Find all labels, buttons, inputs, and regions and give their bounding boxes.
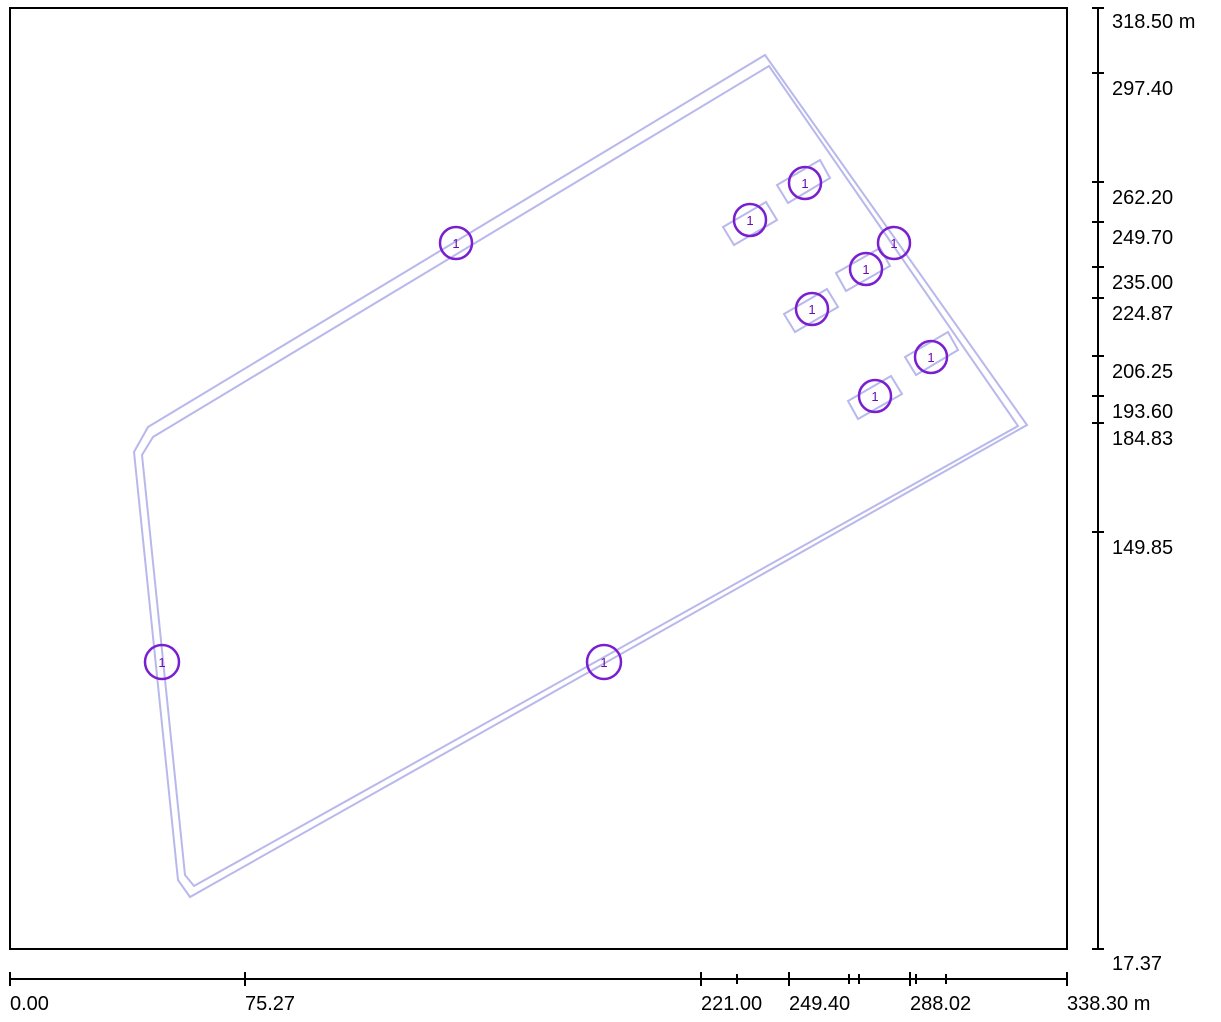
x-tick-label: 249.40 — [789, 993, 850, 1015]
lot-rect — [846, 374, 904, 421]
y-axis-unit-label: 318.50 m — [1112, 11, 1195, 33]
x-axis — [9, 972, 1068, 986]
y-axis — [1092, 7, 1104, 950]
y-tick-label: 193.60 — [1112, 401, 1173, 423]
x-tick-label: 288.02 — [910, 993, 971, 1015]
lot-rect — [834, 246, 892, 293]
y-axis-labels: 318.50 m 297.40 262.20 249.70 235.00 224… — [1112, 11, 1195, 975]
y-tick-label: 249.70 — [1112, 227, 1173, 249]
y-tick-label: 224.87 — [1112, 303, 1173, 325]
x-axis-labels: 0.00 75.27 221.00 249.40 288.02 338.30 m — [10, 993, 1150, 1015]
svg-text:1: 1 — [801, 176, 808, 191]
y-tick-label: 17.37 — [1112, 953, 1162, 975]
lot-rect — [721, 200, 779, 247]
marker-8[interactable]: 1 — [857, 378, 893, 414]
y-tick-label: 149.85 — [1112, 537, 1173, 559]
svg-text:1: 1 — [890, 236, 897, 251]
y-tick-label: 206.25 — [1112, 361, 1173, 383]
marker-3[interactable]: 1 — [732, 202, 768, 238]
x-tick-label: 0.00 — [10, 993, 49, 1015]
y-tick-label: 235.00 — [1112, 272, 1173, 294]
marker-4[interactable]: 1 — [876, 225, 912, 261]
lot-rect — [782, 287, 840, 334]
y-tick-label: 297.40 — [1112, 78, 1173, 100]
y-tick-label: 262.20 — [1112, 187, 1173, 209]
x-tick-label: 338.30 m — [1067, 993, 1150, 1015]
svg-text:1: 1 — [158, 655, 165, 670]
svg-text:1: 1 — [746, 213, 753, 228]
markers: 1 1 1 1 1 1 1 1 1 1 — [143, 165, 949, 681]
y-tick-label: 184.83 — [1112, 428, 1173, 450]
marker-10[interactable]: 1 — [585, 643, 623, 681]
x-tick-label: 75.27 — [245, 993, 295, 1015]
svg-text:1: 1 — [600, 655, 607, 670]
lot-rect — [775, 158, 832, 205]
svg-text:1: 1 — [927, 350, 934, 365]
svg-text:1: 1 — [452, 236, 459, 251]
svg-text:1: 1 — [862, 262, 869, 277]
marker-7[interactable]: 1 — [913, 339, 949, 375]
site-boundary — [132, 53, 1029, 899]
svg-text:1: 1 — [871, 389, 878, 404]
marker-6[interactable]: 1 — [794, 291, 830, 327]
marker-9[interactable]: 1 — [143, 643, 181, 681]
marker-2[interactable]: 1 — [787, 165, 823, 201]
marker-1[interactable]: 1 — [438, 225, 474, 261]
x-tick-label: 221.00 — [701, 993, 762, 1015]
marker-5[interactable]: 1 — [848, 251, 884, 287]
plan-frame — [9, 7, 1068, 950]
svg-text:1: 1 — [808, 302, 815, 317]
